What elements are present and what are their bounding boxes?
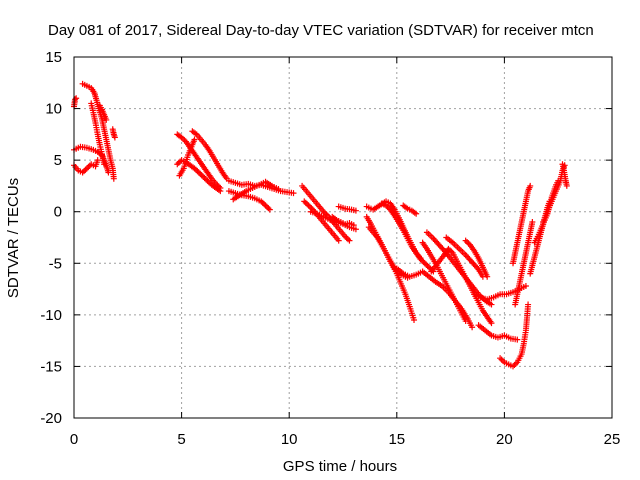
plot-frame xyxy=(73,56,613,419)
data-point-marker xyxy=(411,317,418,324)
x-tick-label: 10 xyxy=(281,431,298,448)
chart-title: Day 081 of 2017, Sidereal Day-to-day VTE… xyxy=(48,22,594,39)
data-point-marker xyxy=(488,301,495,308)
data-point-marker xyxy=(514,336,521,343)
x-tick-label: 0 xyxy=(70,431,78,448)
y-tick-label: -5 xyxy=(49,255,62,272)
series-arc35 xyxy=(512,219,536,308)
y-tick-label: 10 xyxy=(45,101,62,118)
x-tick-label: 25 xyxy=(604,431,621,448)
data-point-marker xyxy=(529,219,536,226)
series-arc29 xyxy=(443,234,486,280)
series-arc26 xyxy=(419,239,469,325)
data-point-marker xyxy=(290,190,297,197)
series-arc32 xyxy=(475,322,521,343)
x-tick-label: 20 xyxy=(496,431,513,448)
x-axis-label: GPS time / hours xyxy=(283,458,397,475)
y-tick-label: -20 xyxy=(40,410,62,427)
data-point-marker xyxy=(72,96,79,103)
series-arc11 xyxy=(176,136,198,179)
data-point-marker xyxy=(266,206,273,213)
series-arc5 xyxy=(88,100,108,168)
data-point-marker xyxy=(350,222,357,229)
data-point-marker xyxy=(563,182,570,189)
y-tick-label: -15 xyxy=(40,358,62,375)
series-arc19 xyxy=(335,203,359,214)
data-point-marker xyxy=(275,186,282,193)
data-point-marker xyxy=(111,134,118,141)
data-point-marker xyxy=(352,226,359,233)
data-point-marker xyxy=(469,324,476,331)
data-point-marker xyxy=(413,210,420,217)
data-point-marker xyxy=(522,282,529,289)
y-axis-label: SDTVAR / TECUs xyxy=(5,178,22,298)
data-point-marker xyxy=(527,182,534,189)
data-point-marker xyxy=(94,157,101,164)
data-point-marker xyxy=(462,318,469,325)
x-tick-label: 15 xyxy=(388,431,405,448)
series-arc10 xyxy=(189,128,230,182)
data-point-marker xyxy=(346,237,353,244)
series-arc34 xyxy=(510,182,534,267)
series-arc30 xyxy=(462,237,491,280)
grid-layer xyxy=(74,57,612,418)
series-arc6 xyxy=(96,102,110,123)
series-arc9 xyxy=(174,157,224,195)
data-point-marker xyxy=(101,161,108,168)
series-arc7 xyxy=(109,126,118,141)
data-point-marker xyxy=(191,136,198,143)
y-tick-label: 0 xyxy=(54,204,62,221)
series-arc18 xyxy=(329,213,357,229)
series-arc23 xyxy=(378,200,424,262)
y-tick-label: 15 xyxy=(45,49,62,66)
data-point-marker xyxy=(488,320,495,327)
data-point-marker xyxy=(352,207,359,214)
tick-layer: 0 5 10 15 20 25 -20 -15 -10 -5 0 5 10 15 xyxy=(40,49,620,448)
y-tick-label: -10 xyxy=(40,307,62,324)
data-point-marker xyxy=(525,301,532,308)
series-arc13 xyxy=(225,188,273,213)
series-arc4 xyxy=(79,80,117,182)
x-tick-label: 5 xyxy=(177,431,185,448)
data-point-marker xyxy=(484,273,491,280)
data-point-marker xyxy=(217,188,224,195)
data-point-marker xyxy=(335,237,342,244)
y-tick-label: 5 xyxy=(54,152,62,169)
data-point-marker xyxy=(103,116,110,123)
series-arc24 xyxy=(400,202,420,217)
data-point-marker xyxy=(110,175,117,182)
series-arc33 xyxy=(497,301,532,370)
series-arc14 xyxy=(230,178,282,203)
series-arc39 xyxy=(559,161,570,189)
data-layer xyxy=(71,80,570,370)
data-point-marker xyxy=(417,255,424,262)
